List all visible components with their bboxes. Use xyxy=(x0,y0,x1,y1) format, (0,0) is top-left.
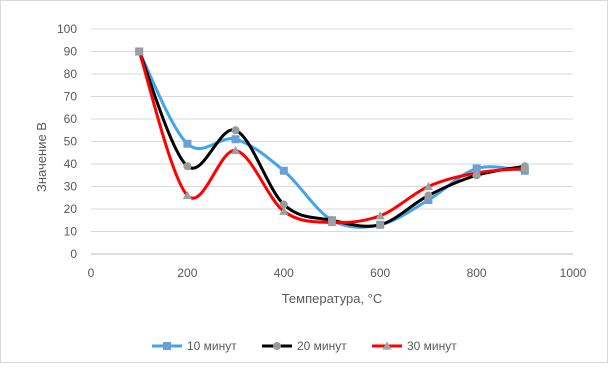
x-tick-label: 800 xyxy=(467,266,487,280)
data-point-circle xyxy=(376,220,385,229)
x-axis-title: Температура, °C xyxy=(282,291,383,306)
y-tick-label: 90 xyxy=(64,45,78,59)
y-tick-label: 30 xyxy=(64,180,78,194)
y-tick-label: 50 xyxy=(64,135,78,149)
data-point-triangle xyxy=(134,46,144,56)
y-tick-label: 0 xyxy=(70,247,77,261)
legend-marker xyxy=(163,342,171,350)
y-tick-label: 20 xyxy=(64,202,78,216)
legend-marker xyxy=(273,342,281,350)
y-tick-label: 10 xyxy=(64,225,78,239)
data-point-square xyxy=(424,196,433,204)
legend-label: 30 минут xyxy=(407,339,457,353)
x-tick-label: 400 xyxy=(274,266,294,280)
legend-item: 20 минут xyxy=(262,339,347,353)
data-point-circle xyxy=(279,200,288,209)
y-tick-label: 100 xyxy=(57,22,77,36)
data-point-circle xyxy=(424,191,433,200)
y-axis-title: Значение В xyxy=(34,122,49,192)
x-tick-label: 200 xyxy=(177,266,197,280)
legend-item: 10 минут xyxy=(152,339,237,353)
legend: 10 минут 20 минут 30 минут xyxy=(152,339,457,353)
legend-label: 10 минут xyxy=(187,339,237,353)
legend-marker xyxy=(382,341,392,350)
data-point-triangle xyxy=(231,145,241,155)
data-point-triangle xyxy=(472,168,482,177)
data-point-triangle xyxy=(279,206,289,215)
data-point-square xyxy=(279,166,288,175)
data-point-circle xyxy=(231,126,240,135)
y-tick-label: 80 xyxy=(64,67,78,81)
data-point-triangle xyxy=(375,211,385,220)
data-point-triangle xyxy=(182,190,192,200)
legend-label: 20 минут xyxy=(297,339,347,353)
y-tick-label: 40 xyxy=(64,157,78,171)
data-point-square xyxy=(183,139,192,148)
legend-item: 30 минут xyxy=(372,339,457,353)
y-tick-label: 60 xyxy=(64,112,78,126)
series-markers xyxy=(134,46,530,229)
data-point-square xyxy=(231,135,240,144)
x-tick-label: 1000 xyxy=(560,266,587,280)
y-tick-label: 70 xyxy=(64,90,78,104)
data-point-triangle xyxy=(520,163,530,173)
data-point-triangle xyxy=(423,181,433,191)
data-point-circle xyxy=(183,162,192,171)
x-tick-label: 0 xyxy=(88,266,95,280)
data-point-triangle xyxy=(327,217,337,227)
x-tick-label: 600 xyxy=(370,266,390,280)
